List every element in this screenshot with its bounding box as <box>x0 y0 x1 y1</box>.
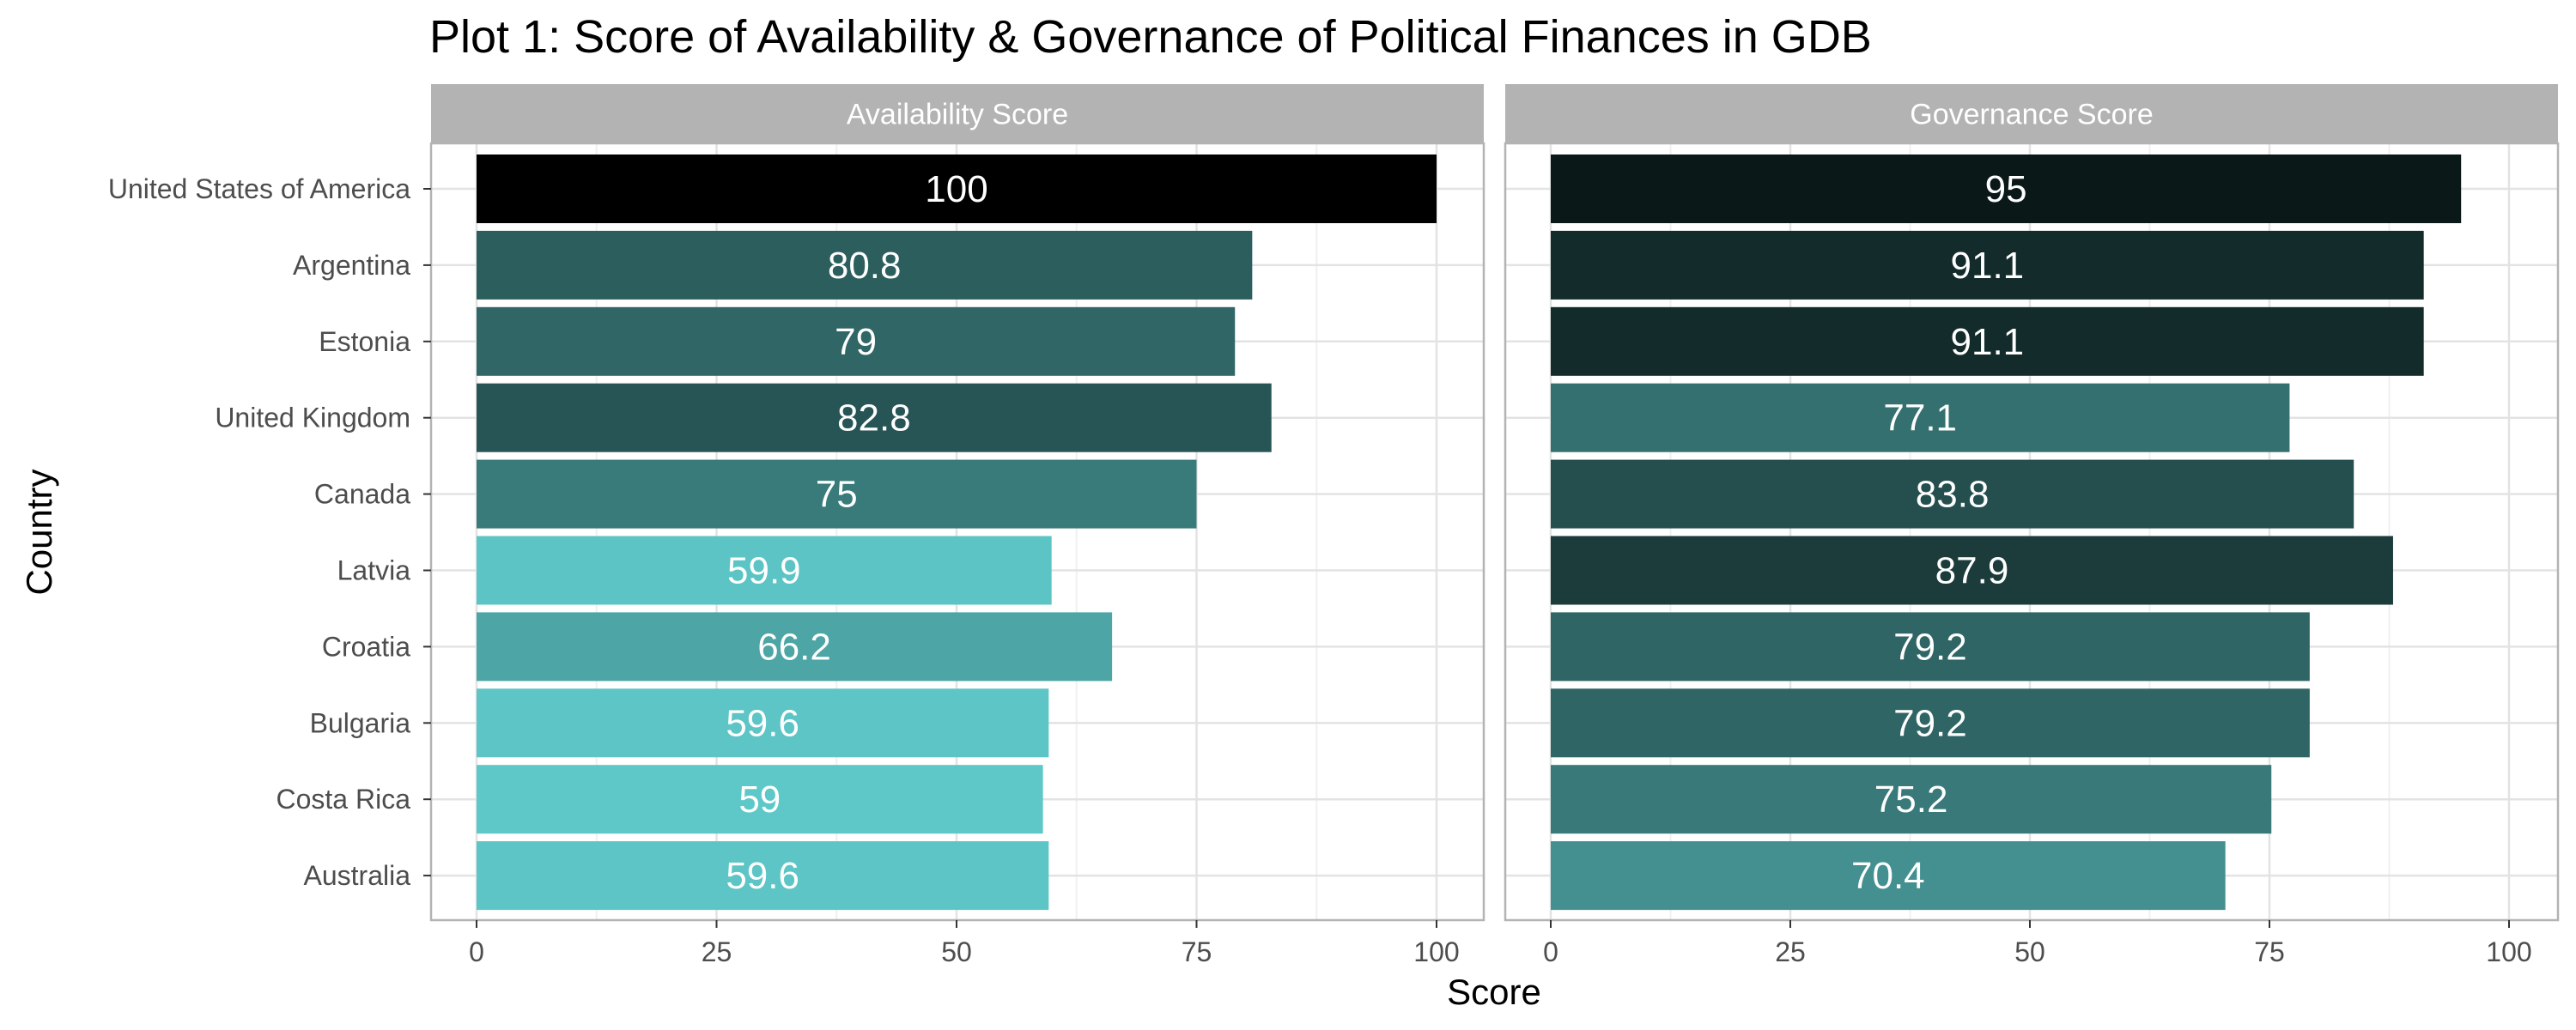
facet-strip <box>1505 84 2558 143</box>
facet-strip-label: Availability Score <box>847 99 1068 131</box>
bar-value-label: 77.1 <box>1883 397 1957 439</box>
bar <box>1551 154 2462 223</box>
y-tick-label: Argentina <box>293 250 410 281</box>
x-tick-label: 0 <box>469 936 484 967</box>
bar-value-label: 75.2 <box>1874 779 1948 821</box>
y-tick-label: Croatia <box>322 631 410 662</box>
bar <box>1551 459 2354 529</box>
bar <box>477 765 1043 834</box>
bar-value-label: 79.2 <box>1893 702 1967 744</box>
y-tick-label: Estonia <box>319 326 410 357</box>
bar <box>477 536 1052 605</box>
bar <box>477 383 1272 452</box>
bar <box>1551 306 2424 376</box>
bar <box>1551 841 2226 911</box>
x-axis-label: Score <box>1447 972 1541 1012</box>
x-tick-label: 100 <box>2486 936 2531 967</box>
bar-value-label: 75 <box>816 474 858 516</box>
bar <box>1551 765 2272 834</box>
bar <box>477 612 1113 682</box>
bar <box>1551 688 2310 758</box>
bar-value-label: 79 <box>835 321 877 363</box>
x-tick-label: 0 <box>1543 936 1558 967</box>
bar-value-label: 79.2 <box>1893 626 1967 668</box>
bar-value-label: 59 <box>738 779 781 821</box>
bar <box>1551 536 2393 605</box>
x-tick-label: 25 <box>702 936 732 967</box>
bar <box>477 230 1253 300</box>
x-tick-label: 75 <box>1182 936 1212 967</box>
bar <box>477 459 1197 529</box>
bar-value-label: 100 <box>925 168 987 210</box>
bar <box>477 688 1049 758</box>
y-tick-label: United States of America <box>108 173 410 204</box>
y-tick-label: United Kingdom <box>215 403 410 433</box>
bar <box>477 306 1236 376</box>
bar <box>1551 383 2290 452</box>
x-tick-label: 50 <box>941 936 972 967</box>
bar-value-label: 95 <box>1985 168 2027 210</box>
facet-strip-label: Governance Score <box>1910 99 2154 131</box>
chart-title: Plot 1: Score of Availability & Governan… <box>429 11 1872 63</box>
y-tick-label: Bulgaria <box>310 707 411 738</box>
bar-value-label: 59.9 <box>727 550 801 592</box>
bar-value-label: 70.4 <box>1851 855 1925 897</box>
facet-strip <box>431 84 1484 143</box>
x-tick-label: 100 <box>1413 936 1459 967</box>
bar-value-label: 87.9 <box>1935 550 2009 592</box>
bar <box>477 841 1049 911</box>
bar-value-label: 83.8 <box>1916 474 1990 516</box>
bar-value-label: 66.2 <box>757 626 831 668</box>
y-tick-label: Canada <box>314 479 410 510</box>
y-tick-label: Australia <box>304 860 411 891</box>
bar-value-label: 80.8 <box>828 245 902 287</box>
x-tick-label: 50 <box>2014 936 2045 967</box>
bar-value-label: 59.6 <box>726 702 799 744</box>
x-tick-label: 25 <box>1775 936 1806 967</box>
bar <box>477 154 1437 223</box>
y-tick-label: Costa Rica <box>276 784 411 815</box>
bar-value-label: 59.6 <box>726 855 799 897</box>
bar-value-label: 82.8 <box>837 397 911 439</box>
bar-value-label: 91.1 <box>1951 245 2025 287</box>
x-tick-label: 75 <box>2254 936 2285 967</box>
bar-value-label: 91.1 <box>1951 321 2025 363</box>
bar <box>1551 230 2424 300</box>
y-tick-label: Latvia <box>337 555 411 586</box>
bar <box>1551 612 2310 682</box>
y-axis-label: Country <box>19 469 59 596</box>
